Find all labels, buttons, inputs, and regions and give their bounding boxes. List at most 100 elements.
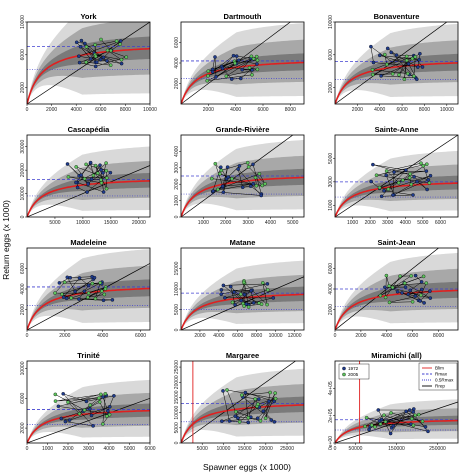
data-point xyxy=(404,54,409,59)
legend-label: Rrep xyxy=(435,384,445,389)
data-point xyxy=(371,162,375,167)
y-tick-label: 0 xyxy=(174,328,180,331)
x-tick-label: 6000 xyxy=(135,333,146,339)
data-point xyxy=(409,274,413,278)
data-point xyxy=(213,161,218,166)
data-point xyxy=(377,419,382,423)
y-tick-label: 10000 xyxy=(20,186,26,200)
data-point xyxy=(251,181,256,186)
data-point xyxy=(237,420,242,424)
data-point xyxy=(105,176,109,180)
data-point xyxy=(384,173,388,178)
y-tick-label: 2000 xyxy=(20,304,26,315)
data-point xyxy=(221,389,225,393)
x-tick-label: 10000 xyxy=(76,220,90,226)
x-tick-label: 50000 xyxy=(349,446,363,452)
data-point xyxy=(206,74,210,78)
panel-11: Miramichi (all) 0 50000 150000 250000 0e+00 2e… xyxy=(328,351,459,452)
y-tick-label: 20000 xyxy=(20,163,26,177)
data-point xyxy=(93,64,98,69)
data-point xyxy=(56,404,61,409)
data-point xyxy=(247,65,252,70)
data-point xyxy=(99,37,103,42)
data-point xyxy=(98,163,102,167)
data-point xyxy=(236,167,240,171)
replacement-line xyxy=(335,22,448,104)
y-tick-label: 6000 xyxy=(20,263,26,274)
data-point xyxy=(385,62,389,67)
x-tick-label: 2000 xyxy=(365,220,376,226)
data-point xyxy=(234,54,239,58)
data-point xyxy=(413,55,418,59)
sr-curve xyxy=(335,289,458,330)
x-tick-label: 6000 xyxy=(232,333,243,339)
data-point xyxy=(211,189,215,193)
x-tick-label: 20000 xyxy=(132,220,146,226)
panel-5: Sainte-Anne 1000 2000 3000 4000 5000 6000 1000 3… xyxy=(328,125,459,226)
x-tick-label: 10000 xyxy=(269,333,283,339)
data-point xyxy=(273,396,278,401)
panel-frame xyxy=(26,21,151,105)
data-point xyxy=(251,56,256,61)
x-tick-label: 2000 xyxy=(203,107,214,113)
panel-title: Trinité xyxy=(77,351,100,360)
data-point xyxy=(104,169,109,173)
data-point xyxy=(85,190,89,194)
data-point xyxy=(66,400,70,404)
data-point xyxy=(383,295,388,300)
x-tick-label: 4000 xyxy=(213,333,224,339)
data-point xyxy=(404,58,409,63)
data-point xyxy=(272,399,276,404)
data-point xyxy=(419,161,423,165)
data-point xyxy=(428,289,432,293)
data-point xyxy=(219,292,223,296)
y-tick-label: 1000 xyxy=(174,195,180,206)
x-tick-label: 10000 xyxy=(440,107,454,113)
data-point xyxy=(74,40,79,45)
data-point xyxy=(221,190,226,194)
y-tick-label: 10000 xyxy=(328,15,334,29)
y-tick-label: 2000 xyxy=(174,178,180,189)
data-point xyxy=(57,281,62,285)
data-point xyxy=(258,419,263,423)
data-point xyxy=(218,172,222,176)
data-point xyxy=(413,413,417,418)
y-tick-label: 5000 xyxy=(328,153,334,164)
panel-title: York xyxy=(80,12,97,21)
data-point xyxy=(105,48,110,53)
band-inner xyxy=(335,53,458,104)
band-inner xyxy=(181,396,304,443)
panel-frame xyxy=(26,134,151,218)
data-point xyxy=(425,162,429,166)
data-point xyxy=(77,60,82,65)
data-point xyxy=(402,281,407,285)
data-point xyxy=(84,60,88,64)
data-point xyxy=(229,77,234,81)
data-point xyxy=(112,394,116,398)
x-tick-label: 6000 xyxy=(397,107,408,113)
x-tick-label: 2000 xyxy=(59,333,70,339)
x-tick-label: 6000 xyxy=(95,107,106,113)
data-point xyxy=(82,176,87,181)
x-tick-label: 0 xyxy=(334,446,337,452)
data-point xyxy=(73,289,77,294)
data-point xyxy=(409,182,414,187)
data-point xyxy=(220,66,225,71)
data-point xyxy=(387,300,392,305)
data-point xyxy=(423,425,428,429)
data-point xyxy=(230,176,234,181)
y-tick-label: 10000 xyxy=(174,282,180,296)
panel-3: Cascapédia 5000 10000 15000 20000 0 10000 20000… xyxy=(20,125,151,226)
panel-8: Saint-Jean 0 2000 4000 6000 8000 2000 4000 6000 xyxy=(328,238,459,339)
plot-area xyxy=(181,22,304,104)
panel-title: Dartmouth xyxy=(224,12,262,21)
plot-area xyxy=(27,379,150,443)
data-point xyxy=(420,65,425,69)
data-point xyxy=(371,60,376,65)
panel-frame xyxy=(334,134,459,218)
data-point xyxy=(74,180,78,185)
data-point xyxy=(99,168,103,172)
data-point xyxy=(249,54,254,59)
data-point xyxy=(223,296,227,300)
plot-area xyxy=(181,260,304,330)
